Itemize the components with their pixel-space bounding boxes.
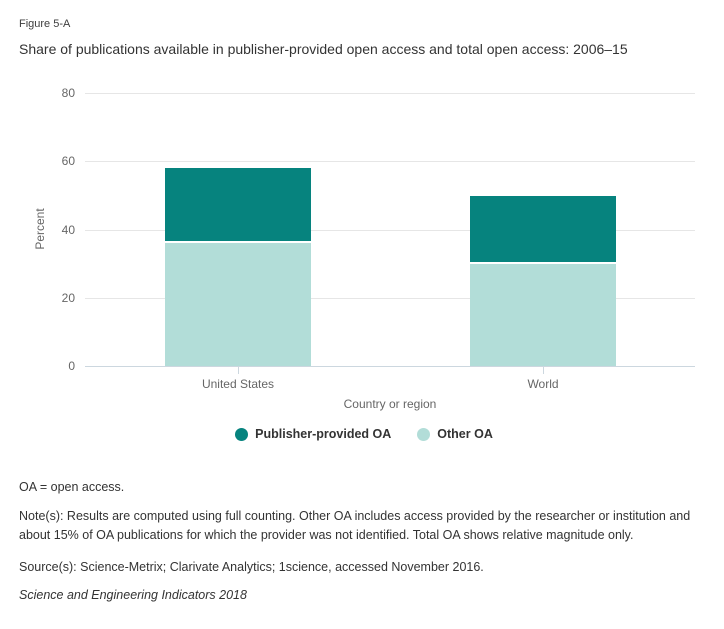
gridline-20 [85,298,695,299]
y-tick-label-40: 40 [61,223,75,237]
plot-area: 0 20 40 60 80 United States World [62,86,695,391]
gridline-60 [85,161,695,162]
chart-title: Share of publications available in publi… [19,41,628,57]
x-axis-line [85,366,695,367]
bar-segment-united-states-publisher-provided-oa [165,168,311,243]
gridline-40 [85,230,695,231]
x-tick-mark-united-states [238,366,239,374]
legend: Publisher-provided OA Other OA [18,427,710,441]
bar-segment-united-states-other-oa [165,243,311,366]
x-category-label-united-states: United States [201,377,275,391]
publisher-provided-oa-swatch-icon [235,427,249,441]
attribution-text: Science and Engineering Indicators 2018 [19,588,247,602]
source-text: Source(s): Science-Metrix; Clarivate Ana… [19,560,484,574]
bar-segment-world-other-oa [470,264,616,366]
x-category-label-world: World [527,377,559,391]
oa-abbreviation-note: OA = open access. [19,480,125,494]
gridline-80 [85,93,695,94]
notes-text: Note(s): Results are computed using full… [19,509,691,542]
x-axis-title: Country or region [343,397,437,411]
y-tick-label-0: 0 [68,359,75,373]
y-tick-label-20: 20 [61,291,75,305]
legend-item-publisher-provided-oa[interactable]: Publisher-provided OA [235,427,391,441]
figure-label: Figure 5-A [19,18,71,30]
bar-segment-world-publisher-provided-oa [470,196,616,264]
legend-label-publisher-provided-oa: Publisher-provided OA [255,427,392,441]
legend-item-other-oa[interactable]: Other OA [417,427,493,441]
x-tick-mark-world [543,366,544,374]
other-oa-swatch-icon [417,427,431,441]
legend-label-other-oa: Other OA [437,427,493,441]
y-tick-label-60: 60 [61,154,75,168]
y-tick-label-80: 80 [61,86,75,100]
